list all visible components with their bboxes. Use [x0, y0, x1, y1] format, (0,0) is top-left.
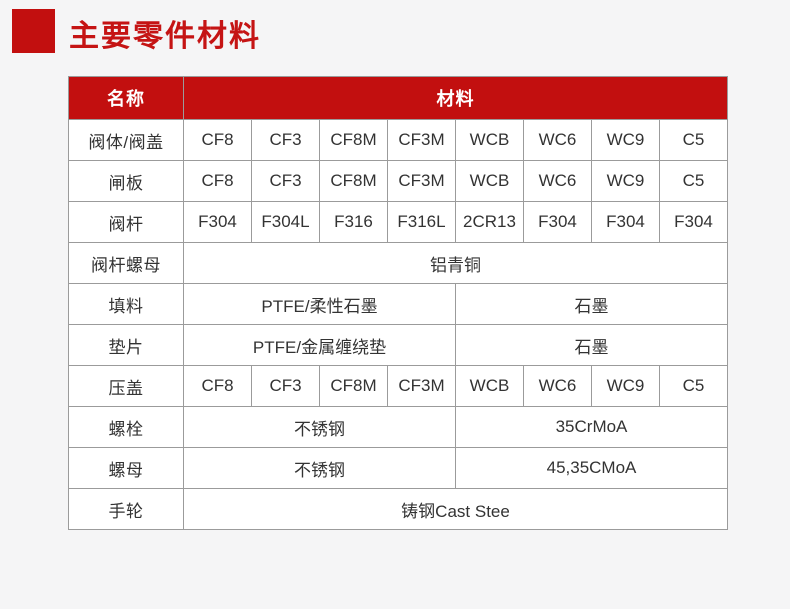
material-cell: CF8M: [319, 119, 388, 161]
table-row: 垫片 PTFE/金属缠绕垫 石墨: [68, 324, 728, 366]
material-cell: F304: [183, 201, 252, 243]
table-row: 手轮 铸钢Cast Stee: [68, 488, 728, 530]
page-title: 主要零件材料: [69, 20, 261, 53]
header-cell-material: 材料: [183, 76, 728, 120]
table-row: 螺栓 不锈钢 35CrMoA: [68, 406, 728, 448]
material-cell: CF3M: [387, 119, 456, 161]
material-cell: WC6: [523, 160, 592, 202]
material-cell: CF3M: [387, 160, 456, 202]
material-cell: C5: [659, 365, 728, 407]
material-cell: 不锈钢: [183, 447, 456, 489]
material-cell: 45,35CMoA: [455, 447, 728, 489]
material-cell: CF3: [251, 365, 320, 407]
material-cell: CF8M: [319, 160, 388, 202]
header-cell-name: 名称: [68, 76, 184, 120]
material-cell: 35CrMoA: [455, 406, 728, 448]
table-row: 闸板 CF8 CF3 CF8M CF3M WCB WC6 WC9 C5: [68, 160, 728, 202]
row-name-cell: 垫片: [68, 324, 184, 366]
table-row: 阀杆螺母 铝青铜: [68, 242, 728, 284]
material-cell: F304L: [251, 201, 320, 243]
material-cell: 铸钢Cast Stee: [183, 488, 728, 530]
material-cell: F304: [591, 201, 660, 243]
material-cell: WC9: [591, 119, 660, 161]
material-cell: WC6: [523, 365, 592, 407]
material-cell: PTFE/柔性石墨: [183, 283, 456, 325]
material-cell: WCB: [455, 119, 524, 161]
row-name-cell: 螺母: [68, 447, 184, 489]
table-row: 阀体/阀盖 CF8 CF3 CF8M CF3M WCB WC6 WC9 C5: [68, 119, 728, 161]
row-name-cell: 阀杆螺母: [68, 242, 184, 284]
material-cell: C5: [659, 119, 728, 161]
material-cell: 石墨: [455, 324, 728, 366]
material-cell: CF8: [183, 119, 252, 161]
material-cell: PTFE/金属缠绕垫: [183, 324, 456, 366]
material-cell: WCB: [455, 160, 524, 202]
material-cell: CF3: [251, 119, 320, 161]
row-name-cell: 阀杆: [68, 201, 184, 243]
row-name-cell: 阀体/阀盖: [68, 119, 184, 161]
table-row: 压盖 CF8 CF3 CF8M CF3M WCB WC6 WC9 C5: [68, 365, 728, 407]
row-name-cell: 手轮: [68, 488, 184, 530]
material-cell: WC6: [523, 119, 592, 161]
material-cell: C5: [659, 160, 728, 202]
material-cell: CF3M: [387, 365, 456, 407]
row-name-cell: 闸板: [68, 160, 184, 202]
material-cell: F316L: [387, 201, 456, 243]
table-header-row: 名称 材料: [68, 76, 728, 120]
table-row: 阀杆 F304 F304L F316 F316L 2CR13 F304 F304 F304: [68, 201, 728, 243]
material-cell: 石墨: [455, 283, 728, 325]
material-cell: WCB: [455, 365, 524, 407]
table-row: 填料 PTFE/柔性石墨 石墨: [68, 283, 728, 325]
material-cell: F304: [523, 201, 592, 243]
row-name-cell: 压盖: [68, 365, 184, 407]
material-cell: CF3: [251, 160, 320, 202]
material-cell: WC9: [591, 160, 660, 202]
material-cell: 不锈钢: [183, 406, 456, 448]
material-cell: 铝青铜: [183, 242, 728, 284]
row-name-cell: 螺栓: [68, 406, 184, 448]
material-cell: WC9: [591, 365, 660, 407]
row-name-cell: 填料: [68, 283, 184, 325]
title-marker-square: [12, 9, 55, 53]
material-cell: 2CR13: [455, 201, 524, 243]
material-cell: F304: [659, 201, 728, 243]
table-row: 螺母 不锈钢 45,35CMoA: [68, 447, 728, 489]
material-cell: CF8M: [319, 365, 388, 407]
material-cell: CF8: [183, 365, 252, 407]
material-cell: CF8: [183, 160, 252, 202]
material-cell: F316: [319, 201, 388, 243]
materials-table: 名称 材料 阀体/阀盖 CF8 CF3 CF8M CF3M WCB WC6 WC9 C5 闸板 CF…: [68, 76, 728, 530]
